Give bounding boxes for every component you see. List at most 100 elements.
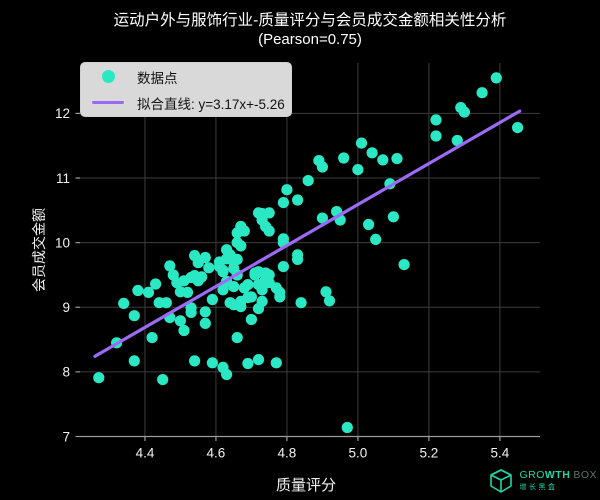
data-point <box>199 251 211 264</box>
data-point <box>245 291 257 303</box>
chart-title-line2: (Pearson=0.75) <box>258 31 362 48</box>
data-point <box>142 286 155 298</box>
y-tick-label: 10 <box>55 235 70 250</box>
y-tick-label: 7 <box>62 429 70 444</box>
data-point <box>213 261 226 273</box>
data-point <box>189 355 201 367</box>
data-point <box>391 153 403 165</box>
data-point <box>476 87 488 99</box>
data-point <box>451 134 463 147</box>
legend-sample-cell <box>91 101 125 104</box>
cube-logo-icon <box>490 469 513 493</box>
data-point <box>206 357 218 369</box>
data-point <box>174 315 186 327</box>
data-point <box>231 332 243 344</box>
data-point <box>366 147 378 159</box>
data-point <box>249 267 261 279</box>
fit-line-icon <box>92 101 124 104</box>
data-point <box>295 297 307 309</box>
data-point <box>178 324 190 337</box>
data-point <box>252 354 265 366</box>
x-tick-label: 5.2 <box>420 446 439 461</box>
data-point <box>263 277 275 289</box>
x-axis-label: 质量评分 <box>275 477 336 494</box>
data-point <box>281 184 293 196</box>
data-point <box>320 286 332 298</box>
x-tick-label: 5.4 <box>491 446 510 461</box>
data-point <box>323 295 336 307</box>
legend: 数据点 拟合直线: y=3.17x+-5.26 <box>80 62 292 117</box>
y-tick-label: 8 <box>62 365 70 380</box>
fit-line <box>93 109 522 358</box>
data-point <box>199 306 211 318</box>
data-point <box>128 310 140 322</box>
data-point <box>118 297 130 309</box>
data-point <box>221 368 233 381</box>
data-point <box>292 249 304 261</box>
data-point <box>260 267 272 279</box>
data-point <box>398 259 410 271</box>
legend-item-fitline: 拟合直线: y=3.17x+-5.26 <box>81 90 291 115</box>
data-point <box>387 211 399 223</box>
data-point <box>132 284 144 297</box>
data-point <box>242 279 254 291</box>
logo-text: GROWTH BOX 增长黑盒 <box>519 468 597 493</box>
data-point <box>164 260 176 272</box>
data-point <box>252 279 265 291</box>
y-axis-label: 会员成交金额 <box>31 208 47 292</box>
data-point <box>206 293 218 306</box>
data-point <box>511 122 524 134</box>
data-point <box>302 175 314 187</box>
data-point <box>270 357 282 369</box>
data-point <box>221 244 233 256</box>
data-point <box>128 355 140 367</box>
data-point <box>150 278 162 290</box>
brand-wth: WTH <box>544 468 571 481</box>
growthbox-watermark: GROWTH BOX 增长黑盒 <box>488 468 597 494</box>
data-point <box>242 357 254 370</box>
data-point <box>146 332 158 344</box>
data-point <box>316 161 328 173</box>
data-point <box>228 262 240 275</box>
data-point <box>231 227 243 239</box>
scatter-marker-icon <box>101 70 115 83</box>
brand-name: GROWTH BOX <box>519 468 597 481</box>
data-point <box>181 286 194 298</box>
data-point <box>199 317 211 329</box>
data-point <box>252 303 265 315</box>
brand-box: BOX <box>573 468 597 481</box>
data-point <box>430 130 442 142</box>
data-point <box>196 271 208 283</box>
data-point <box>277 197 289 209</box>
data-point <box>490 72 502 84</box>
data-point <box>292 194 304 206</box>
data-point <box>217 284 229 296</box>
x-tick-label: 4.6 <box>207 446 226 461</box>
data-point <box>185 306 197 318</box>
chart-title-line1: 运动户外与服饰行业-质量评分与会员成交金额相关性分析 <box>113 12 507 29</box>
data-point <box>377 154 389 166</box>
legend-item-points: 数据点 <box>81 64 291 89</box>
data-point <box>93 372 105 384</box>
data-point <box>277 261 289 273</box>
data-point <box>235 295 247 307</box>
chart-title: 运动户外与服饰行业-质量评分与会员成交金额相关性分析 (Pearson=0.75… <box>80 11 540 49</box>
x-tick-label: 4.8 <box>278 446 297 461</box>
data-point <box>316 212 328 224</box>
data-point <box>245 313 257 326</box>
data-point <box>203 262 215 274</box>
data-point <box>274 291 286 303</box>
data-point <box>157 374 169 386</box>
data-point <box>263 225 275 237</box>
legend-label-fitline: 拟合直线: y=3.17x+-5.26 <box>137 96 285 112</box>
y-tick-label: 12 <box>55 106 70 121</box>
y-tick-label: 9 <box>62 300 70 315</box>
data-point <box>363 218 375 231</box>
data-point <box>263 207 275 219</box>
brand-subtext: 增长黑盒 <box>519 483 558 491</box>
data-point <box>160 297 172 309</box>
legend-sample-cell <box>91 70 125 83</box>
y-tick-label: 11 <box>56 171 70 186</box>
x-tick-label: 4.4 <box>136 446 155 461</box>
